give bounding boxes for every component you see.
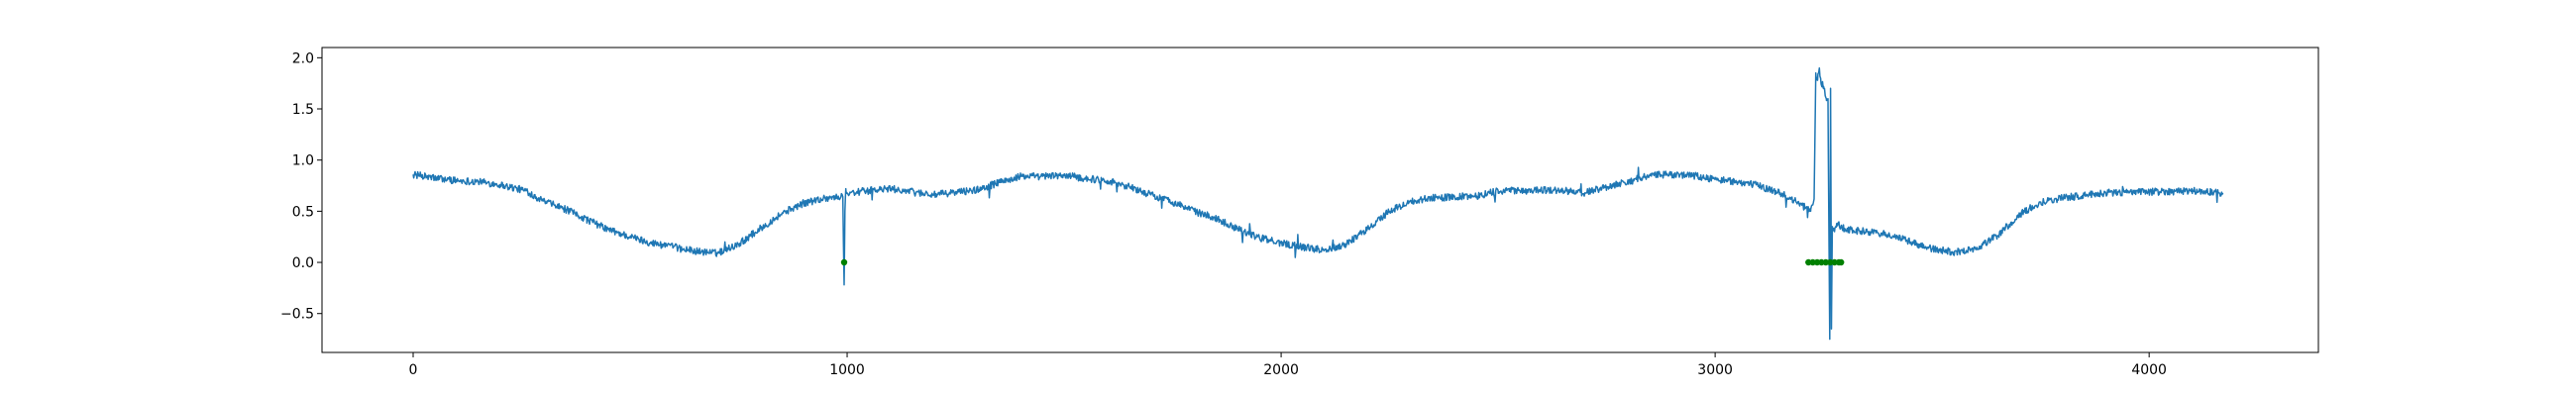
signal-series-line (412, 66, 2224, 341)
anomaly-marker (1818, 258, 1825, 266)
x-tick-label: 2000 (1263, 362, 1299, 378)
signal-layer (412, 66, 2224, 341)
y-tick-label: 2.0 (292, 50, 314, 66)
anomaly-marker (1809, 258, 1816, 266)
anomaly-marker (840, 258, 848, 266)
y-tick-label: 0.0 (292, 255, 314, 271)
anomaly-marker (1827, 258, 1834, 266)
x-tick-label: 3000 (1697, 362, 1733, 378)
x-tick-label: 0 (409, 362, 418, 378)
x-tick-label: 1000 (829, 362, 865, 378)
anomaly-marker (1822, 258, 1830, 266)
y-tick-label: −0.5 (280, 307, 314, 323)
anomaly-marker (1805, 258, 1812, 266)
anomaly-marker (1831, 258, 1838, 266)
y-tick-label: 1.0 (292, 153, 314, 169)
anomaly-marker (1838, 258, 1845, 266)
plot-frame (321, 47, 2319, 353)
x-axis: 0 1000 2000 3000 4000 (409, 352, 2167, 378)
x-tick-label: 4000 (2131, 362, 2167, 378)
marker-layer (840, 258, 1845, 266)
y-tick-label: 1.5 (292, 102, 314, 118)
y-axis: −0.5 0.0 0.5 1.0 1.5 2.0 (280, 50, 322, 323)
y-tick-label: 0.5 (292, 204, 314, 220)
